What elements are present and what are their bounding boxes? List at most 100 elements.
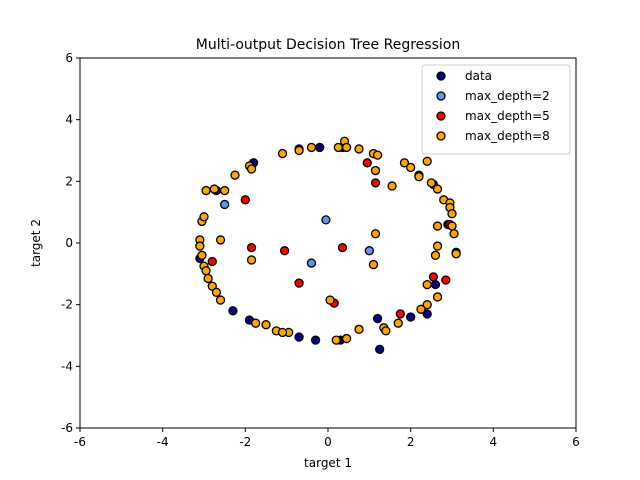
data-point — [277, 327, 288, 338]
data-point — [195, 241, 205, 251]
data-point — [337, 242, 348, 253]
series-max-depth-8 — [195, 136, 461, 345]
data-point — [220, 199, 230, 210]
data-point — [325, 295, 335, 305]
data-point — [381, 326, 391, 336]
legend-marker — [436, 131, 446, 141]
data-point — [341, 142, 352, 153]
data-point — [331, 335, 341, 345]
data-point — [422, 156, 432, 166]
data-point — [294, 332, 304, 342]
chart-title: Multi-output Decision Tree Regression — [196, 37, 460, 53]
y-axis-label: target 2 — [29, 219, 43, 267]
data-point — [447, 221, 457, 231]
data-point — [230, 170, 240, 180]
data-point — [370, 178, 381, 188]
data-point — [215, 235, 226, 245]
x-axis-label: target 1 — [304, 456, 352, 470]
data-point — [449, 229, 459, 239]
data-point — [321, 215, 331, 225]
x-tick-label: 6 — [572, 435, 580, 449]
data-point — [209, 184, 219, 194]
y-tick-label: 6 — [65, 51, 73, 65]
data-point — [370, 165, 381, 176]
data-point — [246, 242, 257, 253]
data-point — [246, 164, 257, 174]
legend-label: max_depth=2 — [465, 89, 550, 103]
data-point — [201, 266, 211, 276]
data-point — [406, 312, 416, 322]
data-point — [422, 309, 432, 319]
series-max-depth-2 — [220, 199, 374, 268]
data-point — [251, 318, 261, 328]
x-tick-label: -4 — [157, 435, 169, 449]
data-point — [447, 209, 457, 219]
data-point — [430, 250, 441, 260]
data-point — [354, 324, 364, 334]
data-point — [422, 300, 432, 310]
x-tick-label: 0 — [324, 435, 332, 449]
data-point — [416, 304, 426, 314]
data-point — [306, 142, 317, 153]
data-point — [220, 185, 230, 196]
data-point — [261, 320, 271, 330]
data-point — [199, 212, 209, 222]
y-tick-label: 2 — [65, 174, 73, 188]
legend-marker — [436, 111, 446, 121]
data-point — [441, 275, 451, 285]
data-point — [370, 229, 381, 239]
data-point — [294, 145, 304, 156]
legend: data max_depth=2 max_depth=5 max_depth=8 — [421, 64, 571, 155]
y-tick-label: -4 — [61, 359, 73, 373]
data-point — [228, 306, 238, 316]
y-tick-label: 4 — [65, 113, 73, 127]
x-tick-label: 4 — [490, 435, 498, 449]
y-tick-label: 0 — [65, 236, 73, 250]
data-point — [306, 258, 317, 268]
y-tick-label: -2 — [61, 298, 73, 312]
data-point — [399, 158, 410, 168]
data-point — [197, 250, 207, 260]
data-point — [372, 313, 383, 324]
data-point — [451, 249, 461, 259]
legend-label: max_depth=5 — [465, 109, 550, 123]
data-point — [432, 221, 443, 231]
data-point — [414, 172, 424, 182]
legend-marker — [436, 71, 446, 81]
data-point — [368, 259, 379, 270]
data-point — [211, 287, 222, 297]
data-point — [333, 142, 343, 153]
data-point — [432, 292, 443, 302]
data-point — [364, 246, 374, 256]
data-point — [341, 333, 352, 344]
x-tick-label: -2 — [239, 435, 251, 449]
data-point — [215, 295, 226, 305]
data-point — [372, 150, 383, 160]
data-point — [354, 144, 364, 154]
data-point — [246, 255, 257, 265]
data-point — [393, 318, 403, 328]
legend-label: max_depth=8 — [465, 129, 550, 143]
legend-label: data — [465, 69, 492, 83]
data-point — [294, 278, 304, 288]
data-point — [387, 181, 397, 191]
data-point — [362, 158, 372, 168]
data-point — [207, 281, 217, 291]
data-point — [203, 273, 213, 284]
data-point — [422, 279, 432, 290]
data-point — [207, 256, 217, 267]
legend-marker — [436, 91, 446, 101]
data-point — [279, 246, 290, 256]
data-point — [375, 344, 385, 355]
x-tick-label: 2 — [407, 435, 415, 449]
data-point — [406, 162, 416, 173]
data-point — [430, 279, 441, 290]
x-tick-label: -6 — [74, 435, 86, 449]
data-point — [432, 184, 443, 194]
data-point — [315, 142, 325, 153]
data-point — [277, 148, 288, 159]
data-point — [240, 195, 250, 205]
data-point — [426, 178, 436, 188]
data-point — [395, 309, 405, 319]
